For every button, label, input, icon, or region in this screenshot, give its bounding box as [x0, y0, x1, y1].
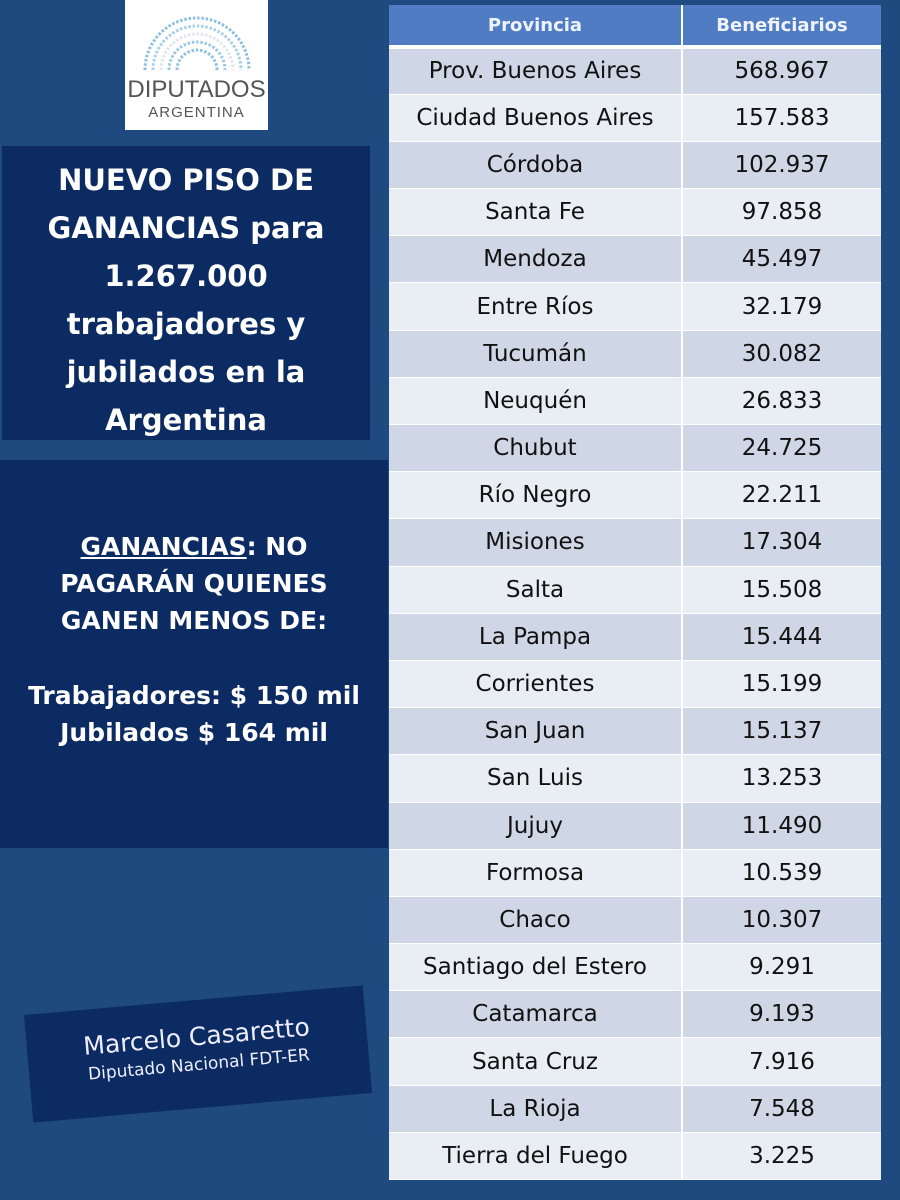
- table-row: Misiones 17.304: [389, 518, 881, 567]
- province-cell: Mendoza: [389, 235, 683, 284]
- table-row: Tucumán 30.082: [389, 330, 881, 378]
- table-row: Entre Ríos 32.179: [389, 282, 881, 331]
- beneficiaries-cell: 30.082: [682, 330, 881, 378]
- beneficiaries-cell: 7.548: [682, 1085, 881, 1133]
- headline: NUEVO PISO DE GANANCIAS para 1.267.000 t…: [2, 146, 370, 440]
- table-row: Chaco 10.307: [389, 896, 881, 945]
- table-row: Corrientes 15.199: [389, 660, 881, 709]
- beneficiaries-cell: 3.225: [682, 1132, 881, 1181]
- province-cell: Tierra del Fuego: [389, 1132, 683, 1181]
- beneficiaries-cell: 97.858: [682, 188, 881, 237]
- table-row: Prov. Buenos Aires 568.967: [389, 47, 881, 95]
- header-provincia: Provincia: [389, 5, 683, 49]
- beneficiaries-cell: 26.833: [682, 377, 881, 426]
- province-cell: Córdoba: [389, 141, 683, 190]
- table-row: Chubut 24.725: [389, 424, 881, 473]
- province-cell: Santa Fe: [389, 188, 683, 237]
- province-cell: La Pampa: [389, 613, 683, 661]
- province-cell: Santa Cruz: [389, 1037, 683, 1086]
- beneficiaries-cell: 11.490: [682, 802, 881, 850]
- info-line3: GANEN MENOS DE:: [60, 606, 328, 635]
- beneficiaries-cell: 9.193: [682, 990, 881, 1039]
- table-row: Mendoza 45.497: [389, 235, 881, 284]
- table-row: Río Negro 22.211: [389, 471, 881, 520]
- province-cell: Catamarca: [389, 990, 683, 1039]
- province-cell: Jujuy: [389, 802, 683, 850]
- table-row: San Luis 13.253: [389, 754, 881, 803]
- table-row: Formosa 10.539: [389, 849, 881, 897]
- province-cell: Chubut: [389, 424, 683, 473]
- info-line1: GANANCIAS: NO: [0, 528, 388, 565]
- province-cell: Entre Ríos: [389, 282, 683, 331]
- header-beneficiarios: Beneficiarios: [682, 5, 881, 49]
- beneficiaries-cell: 10.307: [682, 896, 881, 945]
- beneficiaries-cell: 22.211: [682, 471, 881, 520]
- province-cell: Santiago del Estero: [389, 943, 683, 992]
- table-row: La Pampa 15.444: [389, 613, 881, 661]
- beneficiaries-cell: 17.304: [682, 518, 881, 567]
- table-row: Córdoba 102.937: [389, 141, 881, 190]
- province-cell: Tucumán: [389, 330, 683, 378]
- province-cell: Corrientes: [389, 660, 683, 709]
- beneficiaries-cell: 10.539: [682, 849, 881, 897]
- table-row: Salta 15.508: [389, 566, 881, 614]
- diputados-logo: DIPUTADOS ARGENTINA: [125, 0, 268, 130]
- table-row: La Rioja 7.548: [389, 1085, 881, 1133]
- workers-threshold: Trabajadores: $ 150 mil: [28, 681, 360, 710]
- beneficiaries-cell: 15.137: [682, 707, 881, 756]
- table-row: Santa Fe 97.858: [389, 188, 881, 237]
- province-cell: Formosa: [389, 849, 683, 897]
- province-cell: La Rioja: [389, 1085, 683, 1133]
- province-cell: Chaco: [389, 896, 683, 945]
- beneficiaries-cell: 568.967: [682, 47, 881, 95]
- beneficiaries-cell: 7.916: [682, 1037, 881, 1086]
- province-cell: Prov. Buenos Aires: [389, 47, 683, 95]
- province-cell: Ciudad Buenos Aires: [389, 94, 683, 142]
- table-row: Santa Cruz 7.916: [389, 1037, 881, 1086]
- province-cell: Río Negro: [389, 471, 683, 520]
- info-line2: PAGARÁN QUIENES: [60, 569, 328, 598]
- table-row: Tierra del Fuego 3.225: [389, 1132, 881, 1181]
- province-cell: Misiones: [389, 518, 683, 567]
- info-rest: : NO: [246, 532, 308, 561]
- table-row: Neuquén 26.833: [389, 377, 881, 426]
- beneficiaries-cell: 24.725: [682, 424, 881, 473]
- logo-text: DIPUTADOS: [127, 76, 266, 103]
- beneficiaries-cell: 15.444: [682, 613, 881, 661]
- province-cell: Salta: [389, 566, 683, 614]
- info-underlined: GANANCIAS: [80, 532, 247, 561]
- logo-subtext: ARGENTINA: [148, 104, 245, 121]
- beneficiaries-cell: 102.937: [682, 141, 881, 190]
- chamber-icon: [143, 16, 250, 71]
- province-cell: San Luis: [389, 754, 683, 803]
- table-row: Jujuy 11.490: [389, 802, 881, 850]
- province-cell: Neuquén: [389, 377, 683, 426]
- table-row: Ciudad Buenos Aires 157.583: [389, 94, 881, 142]
- beneficiaries-cell: 15.199: [682, 660, 881, 709]
- retirees-threshold: Jubilados $ 164 mil: [60, 718, 328, 747]
- beneficiaries-cell: 9.291: [682, 943, 881, 992]
- beneficiaries-cell: 157.583: [682, 94, 881, 142]
- beneficiaries-cell: 15.508: [682, 566, 881, 614]
- table-row: San Juan 15.137: [389, 707, 881, 756]
- signature-box: Marcelo Casaretto Diputado Nacional FDT-…: [23, 985, 373, 1123]
- table-row: Catamarca 9.193: [389, 990, 881, 1039]
- table-row: Santiago del Estero 9.291: [389, 943, 881, 992]
- beneficiaries-cell: 13.253: [682, 754, 881, 803]
- info-box: GANANCIAS: NO PAGARÁN QUIENES GANEN MENO…: [0, 460, 388, 848]
- beneficiaries-cell: 32.179: [682, 282, 881, 331]
- beneficiaries-table: Provincia Beneficiarios Prov. Buenos Air…: [389, 5, 881, 1181]
- beneficiaries-cell: 45.497: [682, 235, 881, 284]
- province-cell: San Juan: [389, 707, 683, 756]
